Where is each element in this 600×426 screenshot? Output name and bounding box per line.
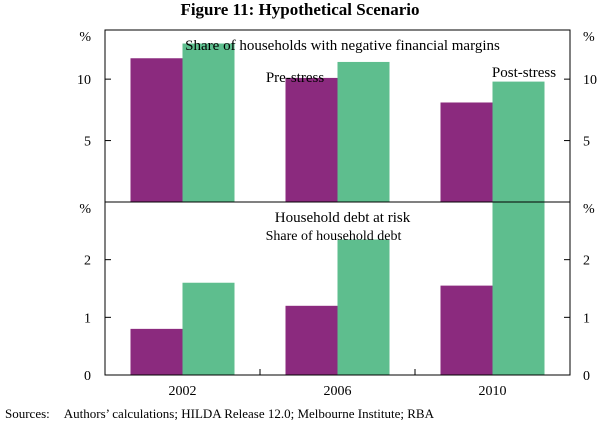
- bar-pre-stress-2010-panel2: [440, 285, 493, 375]
- bar-post-stress-2010-panel2: [492, 202, 545, 375]
- y-unit-label-right-panel2: %: [583, 202, 595, 217]
- bar-pre-stress-2006-panel2: [285, 305, 338, 375]
- sources-label: Sources:: [5, 406, 50, 421]
- y-tick-label-left-panel2: 1: [84, 311, 91, 326]
- y-tick-label-right-panel1: 10: [583, 73, 597, 88]
- bar-post-stress-2006-panel2: [337, 239, 390, 375]
- bar-pre-stress-2010-panel1: [440, 102, 493, 202]
- bar-pre-stress-2002-panel2: [130, 328, 183, 375]
- panel-title-1: Share of households with negative financ…: [185, 38, 500, 54]
- bar-pre-stress-2002-panel1: [130, 58, 183, 202]
- bar-post-stress-2002-panel2: [182, 282, 235, 375]
- sources-note: Sources: Authors’ calculations; HILDA Rel…: [5, 406, 434, 422]
- y-tick-label-right-panel1: 5: [583, 135, 590, 150]
- x-tick-label-2002: 2002: [169, 384, 197, 399]
- x-tick-label-2010: 2010: [479, 384, 507, 399]
- y-tick-label-left-panel1: 10: [77, 73, 91, 88]
- y-tick-label-left-panel2: 2: [84, 254, 91, 269]
- bar-post-stress-2006-panel1: [337, 61, 390, 202]
- panel-title-2: Household debt at risk: [275, 210, 411, 226]
- y-tick-label-right-panel2: 1: [583, 311, 590, 326]
- bar-pre-stress-2006-panel1: [285, 77, 338, 202]
- bar-post-stress-2010-panel1: [492, 81, 545, 202]
- panel-subtitle-2: Share of household debt: [266, 229, 402, 244]
- figure-title: Figure 11: Hypothetical Scenario: [180, 0, 420, 19]
- legend-post-stress: Post-stress: [492, 65, 556, 81]
- y-unit-label-left-panel1: %: [79, 30, 91, 45]
- legend-pre-stress: Pre-stress: [266, 70, 324, 86]
- y-tick-label-right-panel2: 0: [583, 369, 590, 384]
- x-tick-label-2006: 2006: [324, 384, 352, 399]
- y-tick-label-left-panel2: 0: [84, 369, 91, 384]
- bar-post-stress-2002-panel1: [182, 43, 235, 203]
- sources-text: Authors’ calculations; HILDA Release 12.…: [63, 406, 434, 421]
- y-unit-label-left-panel2: %: [79, 202, 91, 217]
- y-tick-label-right-panel2: 2: [583, 254, 590, 269]
- y-tick-label-left-panel1: 5: [84, 135, 91, 150]
- y-unit-label-right-panel1: %: [583, 30, 595, 45]
